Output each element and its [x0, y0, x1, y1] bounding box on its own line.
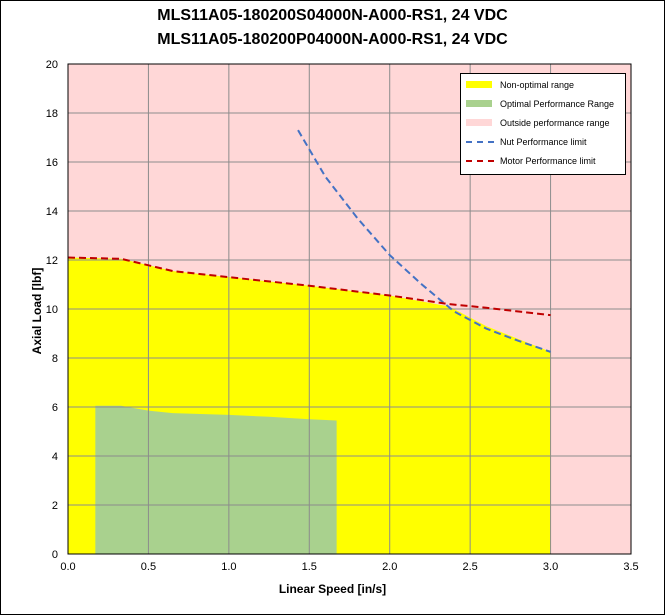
y-tick-label: 20 [46, 59, 58, 71]
x-tick-label: 3.5 [623, 561, 638, 573]
x-tick-label: 1.0 [221, 561, 236, 573]
chart-title-line-1: MLS11A05-180200S04000N-A000-RS1, 24 VDC [157, 7, 508, 24]
legend-item-non-optimal: Non-optimal range [461, 78, 625, 92]
y-tick-label: 12 [46, 255, 58, 267]
legend-label-non-optimal: Non-optimal range [500, 80, 575, 90]
legend-label-optimal: Optimal Performance Range [500, 99, 615, 109]
y-tick-label: 14 [46, 206, 58, 218]
legend-swatch-optimal [466, 100, 492, 107]
legend-swatch-non-optimal [466, 81, 492, 88]
x-axis-label: Linear Speed [in/s] [278, 582, 387, 596]
y-axis-label: Axial Load [lbf] [30, 267, 44, 355]
x-tick-label: 2.0 [382, 561, 397, 573]
area-optimal-performance-range [95, 405, 337, 554]
y-tick-label: 18 [46, 108, 58, 120]
legend-line-motor-limit [466, 160, 494, 162]
y-tick-label: 8 [52, 353, 58, 365]
legend-item-nut-limit: Nut Performance limit [461, 135, 625, 149]
legend-item-optimal: Optimal Performance Range [461, 97, 625, 111]
y-tick-label: 16 [46, 157, 58, 169]
y-tick-label: 6 [52, 402, 58, 414]
x-tick-label: 0.0 [60, 561, 75, 573]
plot-area-border [67, 63, 632, 555]
legend-item-outside: Outside performance range [461, 116, 625, 130]
x-tick-label: 1.5 [302, 561, 317, 573]
y-tick-label: 10 [46, 304, 58, 316]
x-tick-label: 2.5 [462, 561, 477, 573]
y-tick-label: 0 [52, 549, 58, 561]
y-tick-label: 2 [52, 500, 58, 512]
x-tick-label: 3.0 [543, 561, 558, 573]
nut-performance-limit-line [297, 129, 551, 353]
legend: Non-optimal range Optimal Performance Ra… [460, 73, 626, 175]
legend-line-nut-limit [466, 141, 494, 143]
motor-performance-limit-line [67, 256, 551, 317]
chart-title-line-2: MLS11A05-180200P04000N-A000-RS1, 24 VDC [157, 31, 508, 48]
legend-label-motor-limit: Motor Performance limit [500, 156, 596, 166]
legend-label-outside: Outside performance range [500, 118, 610, 128]
y-tick-label: 4 [52, 451, 58, 463]
legend-label-nut-limit: Nut Performance limit [500, 137, 587, 147]
x-tick-label: 0.5 [141, 561, 156, 573]
legend-swatch-outside [466, 119, 492, 126]
legend-item-motor-limit: Motor Performance limit [461, 154, 625, 168]
